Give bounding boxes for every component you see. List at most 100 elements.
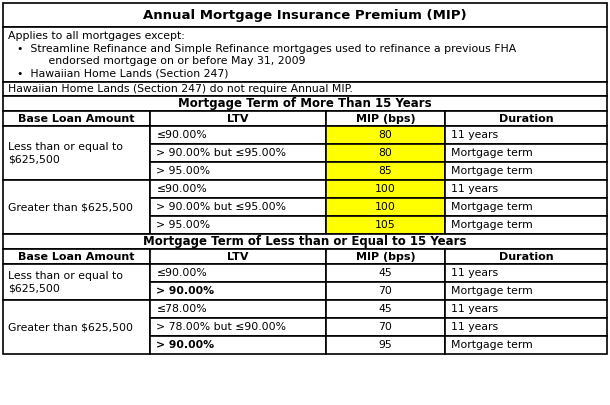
Text: Duration: Duration — [499, 252, 553, 262]
Text: Mortgage Term of Less than or Equal to 15 Years: Mortgage Term of Less than or Equal to 1… — [143, 235, 467, 248]
Text: ≤78.00%: ≤78.00% — [156, 304, 207, 314]
Text: > 90.00%: > 90.00% — [156, 340, 215, 350]
Text: 11 years: 11 years — [451, 268, 498, 278]
Bar — [445, 318, 607, 336]
Bar — [151, 300, 326, 318]
Bar — [3, 264, 151, 300]
Bar — [445, 282, 607, 300]
Bar — [445, 249, 607, 264]
Text: Mortgage term: Mortgage term — [451, 220, 533, 230]
Text: endorsed mortgage on or before May 31, 2009: endorsed mortgage on or before May 31, 2… — [17, 56, 306, 66]
Bar — [445, 264, 607, 282]
Bar — [326, 336, 445, 354]
Text: 11 years: 11 years — [451, 322, 498, 332]
Bar — [151, 180, 326, 198]
Text: 85: 85 — [378, 166, 392, 176]
Bar — [3, 300, 151, 354]
Text: 95: 95 — [378, 340, 392, 350]
Bar — [445, 336, 607, 354]
Text: MIP (bps): MIP (bps) — [356, 113, 415, 124]
Bar — [326, 126, 445, 144]
Bar — [151, 282, 326, 300]
Bar — [326, 300, 445, 318]
Bar — [445, 216, 607, 234]
Bar — [326, 264, 445, 282]
Bar — [3, 96, 607, 111]
Text: 100: 100 — [375, 202, 396, 212]
Bar — [326, 318, 445, 336]
Text: Greater than $625,500: Greater than $625,500 — [8, 322, 133, 332]
Text: Mortgage term: Mortgage term — [451, 148, 533, 158]
Text: LTV: LTV — [227, 113, 249, 124]
Text: Base Loan Amount: Base Loan Amount — [18, 113, 135, 124]
Text: 70: 70 — [378, 286, 392, 296]
Text: Mortgage term: Mortgage term — [451, 166, 533, 176]
Text: Mortgage Term of More Than 15 Years: Mortgage Term of More Than 15 Years — [178, 97, 432, 110]
Bar — [151, 216, 326, 234]
Text: > 95.00%: > 95.00% — [156, 220, 210, 230]
Bar — [151, 162, 326, 180]
Bar — [326, 216, 445, 234]
Bar — [445, 180, 607, 198]
Text: Base Loan Amount: Base Loan Amount — [18, 252, 135, 262]
Bar — [3, 111, 151, 126]
Text: Mortgage term: Mortgage term — [451, 286, 533, 296]
Text: LTV: LTV — [227, 252, 249, 262]
Text: Applies to all mortgages except:: Applies to all mortgages except: — [8, 31, 185, 41]
Bar — [3, 234, 607, 249]
Bar — [3, 126, 151, 180]
Text: 80: 80 — [378, 148, 392, 158]
Bar — [151, 126, 326, 144]
Bar — [3, 27, 607, 82]
Text: > 90.00% but ≤95.00%: > 90.00% but ≤95.00% — [156, 148, 286, 158]
Bar — [151, 144, 326, 162]
Bar — [326, 282, 445, 300]
Text: Mortgage term: Mortgage term — [451, 202, 533, 212]
Text: Less than or equal to
$625,500: Less than or equal to $625,500 — [8, 142, 123, 164]
Bar — [445, 162, 607, 180]
Text: > 78.00% but ≤90.00%: > 78.00% but ≤90.00% — [156, 322, 286, 332]
Text: MIP (bps): MIP (bps) — [356, 252, 415, 262]
Text: 80: 80 — [378, 130, 392, 140]
Text: 11 years: 11 years — [451, 184, 498, 194]
Bar — [151, 336, 326, 354]
Text: Mortgage term: Mortgage term — [451, 340, 533, 350]
Bar — [445, 144, 607, 162]
Bar — [326, 198, 445, 216]
Bar — [326, 162, 445, 180]
Bar — [326, 111, 445, 126]
Text: ≤90.00%: ≤90.00% — [156, 184, 207, 194]
Bar — [326, 180, 445, 198]
Text: ≤90.00%: ≤90.00% — [156, 268, 207, 278]
Bar — [445, 300, 607, 318]
Bar — [445, 198, 607, 216]
Bar — [3, 180, 151, 234]
Text: > 90.00% but ≤95.00%: > 90.00% but ≤95.00% — [156, 202, 286, 212]
Text: Annual Mortgage Insurance Premium (MIP): Annual Mortgage Insurance Premium (MIP) — [143, 9, 467, 21]
Text: Duration: Duration — [499, 113, 553, 124]
Bar — [151, 198, 326, 216]
Text: Greater than $625,500: Greater than $625,500 — [8, 202, 133, 212]
Text: 11 years: 11 years — [451, 130, 498, 140]
Text: > 95.00%: > 95.00% — [156, 166, 210, 176]
Bar — [445, 126, 607, 144]
Bar — [151, 249, 326, 264]
Bar — [3, 82, 607, 96]
Text: 70: 70 — [378, 322, 392, 332]
Text: 45: 45 — [378, 268, 392, 278]
Bar — [151, 111, 326, 126]
Text: •  Streamline Refinance and Simple Refinance mortgages used to refinance a previ: • Streamline Refinance and Simple Refina… — [17, 44, 516, 54]
Bar — [151, 264, 326, 282]
Bar — [445, 111, 607, 126]
Text: 11 years: 11 years — [451, 304, 498, 314]
Bar — [3, 3, 607, 27]
Bar — [3, 249, 151, 264]
Text: Less than or equal to
$625,500: Less than or equal to $625,500 — [8, 271, 123, 293]
Text: •  Hawaiian Home Lands (Section 247): • Hawaiian Home Lands (Section 247) — [17, 69, 229, 79]
Text: > 90.00%: > 90.00% — [156, 286, 215, 296]
Text: Hawaiian Home Lands (Section 247) do not require Annual MIP.: Hawaiian Home Lands (Section 247) do not… — [8, 84, 353, 94]
Text: 100: 100 — [375, 184, 396, 194]
Bar — [151, 318, 326, 336]
Text: 45: 45 — [378, 304, 392, 314]
Bar — [326, 249, 445, 264]
